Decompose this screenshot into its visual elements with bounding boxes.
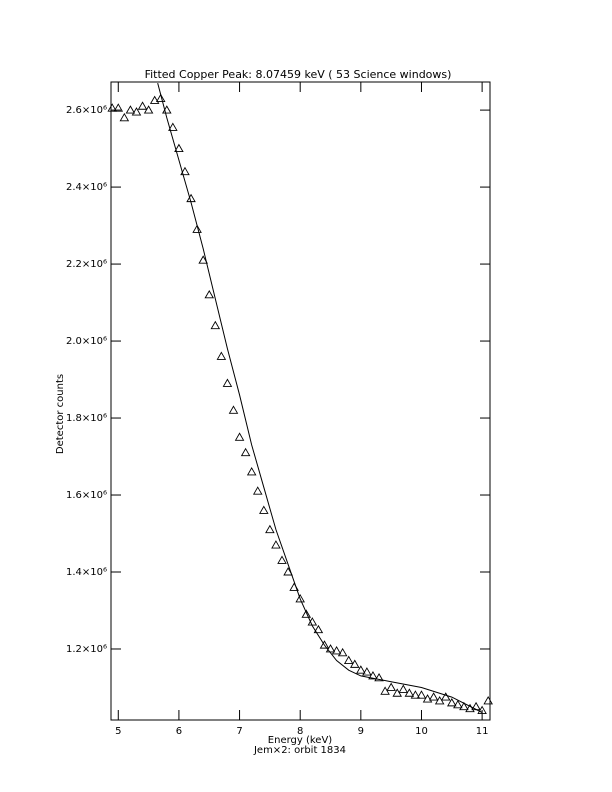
x-tick-label: 6 <box>176 726 182 737</box>
data-point <box>404 688 415 697</box>
y-tick-label: 1.4×10⁶ <box>66 567 107 578</box>
data-point <box>228 405 239 414</box>
data-point <box>483 696 493 705</box>
data-point <box>349 659 360 668</box>
y-tick-label: 1.6×10⁶ <box>66 490 107 501</box>
subtitle: Jem×2: orbit 1834 <box>253 745 346 756</box>
x-tick-label: 10 <box>415 726 428 737</box>
y-tick-label: 1.8×10⁶ <box>66 413 107 424</box>
data-point <box>155 93 166 103</box>
y-tick-label: 2.6×10⁶ <box>66 105 107 116</box>
data-point <box>210 320 221 330</box>
data-point <box>198 255 208 264</box>
data-point <box>107 103 117 112</box>
x-tick-label: 9 <box>358 726 364 737</box>
data-point <box>174 143 184 153</box>
data-point <box>410 690 421 699</box>
data-point <box>465 703 475 713</box>
data-point <box>143 105 154 114</box>
data-point <box>398 684 409 693</box>
data-point <box>416 690 427 699</box>
data-point <box>252 486 263 495</box>
data-point <box>301 609 312 618</box>
data-point <box>168 122 178 131</box>
data-point <box>447 697 457 707</box>
y-axis-label: Detector counts <box>55 374 66 454</box>
data-point <box>428 692 439 701</box>
data-point <box>265 524 275 534</box>
data-point <box>125 105 136 114</box>
data-point <box>246 467 257 476</box>
data-point <box>362 667 372 676</box>
data-point <box>204 289 215 299</box>
data-point <box>422 694 433 703</box>
data-point <box>119 112 130 122</box>
data-point <box>180 166 190 176</box>
data-point <box>149 95 160 104</box>
x-tick-label: 8 <box>297 726 303 737</box>
data-point <box>319 640 330 649</box>
data-point <box>386 682 396 691</box>
data-point <box>216 351 227 360</box>
x-tick-label: 11 <box>476 726 489 737</box>
data-point <box>234 432 245 441</box>
y-tick-label: 2.4×10⁶ <box>66 182 107 193</box>
data-point <box>356 665 366 674</box>
data-point <box>459 701 469 711</box>
data-point <box>295 594 305 603</box>
data-point <box>337 647 348 657</box>
data-point <box>343 655 354 664</box>
fit-line <box>157 83 483 713</box>
data-point <box>313 624 324 634</box>
data-point <box>325 644 336 653</box>
data-point <box>374 672 384 682</box>
data-point <box>271 540 281 549</box>
data-point <box>331 645 342 655</box>
data-point <box>440 692 451 701</box>
data-point <box>137 101 148 110</box>
data-point <box>368 671 378 680</box>
data-point <box>477 705 487 715</box>
data-point <box>259 505 269 514</box>
y-tick-label: 2.0×10⁶ <box>66 336 107 347</box>
data-point <box>277 555 287 564</box>
x-axis-label: Energy (keV) <box>268 735 333 746</box>
data-point <box>222 378 233 387</box>
data-point <box>113 103 124 112</box>
y-tick-label: 2.2×10⁶ <box>66 259 107 270</box>
data-point <box>240 447 251 457</box>
data-point <box>453 699 463 709</box>
chart-title: Fitted Copper Peak: 8.07459 keV ( 53 Sci… <box>145 68 452 81</box>
data-point <box>131 107 142 116</box>
y-tick-label: 1.2×10⁶ <box>66 644 107 655</box>
x-tick-label: 5 <box>115 726 121 737</box>
data-point <box>192 224 202 233</box>
x-tick-label: 7 <box>236 726 242 737</box>
